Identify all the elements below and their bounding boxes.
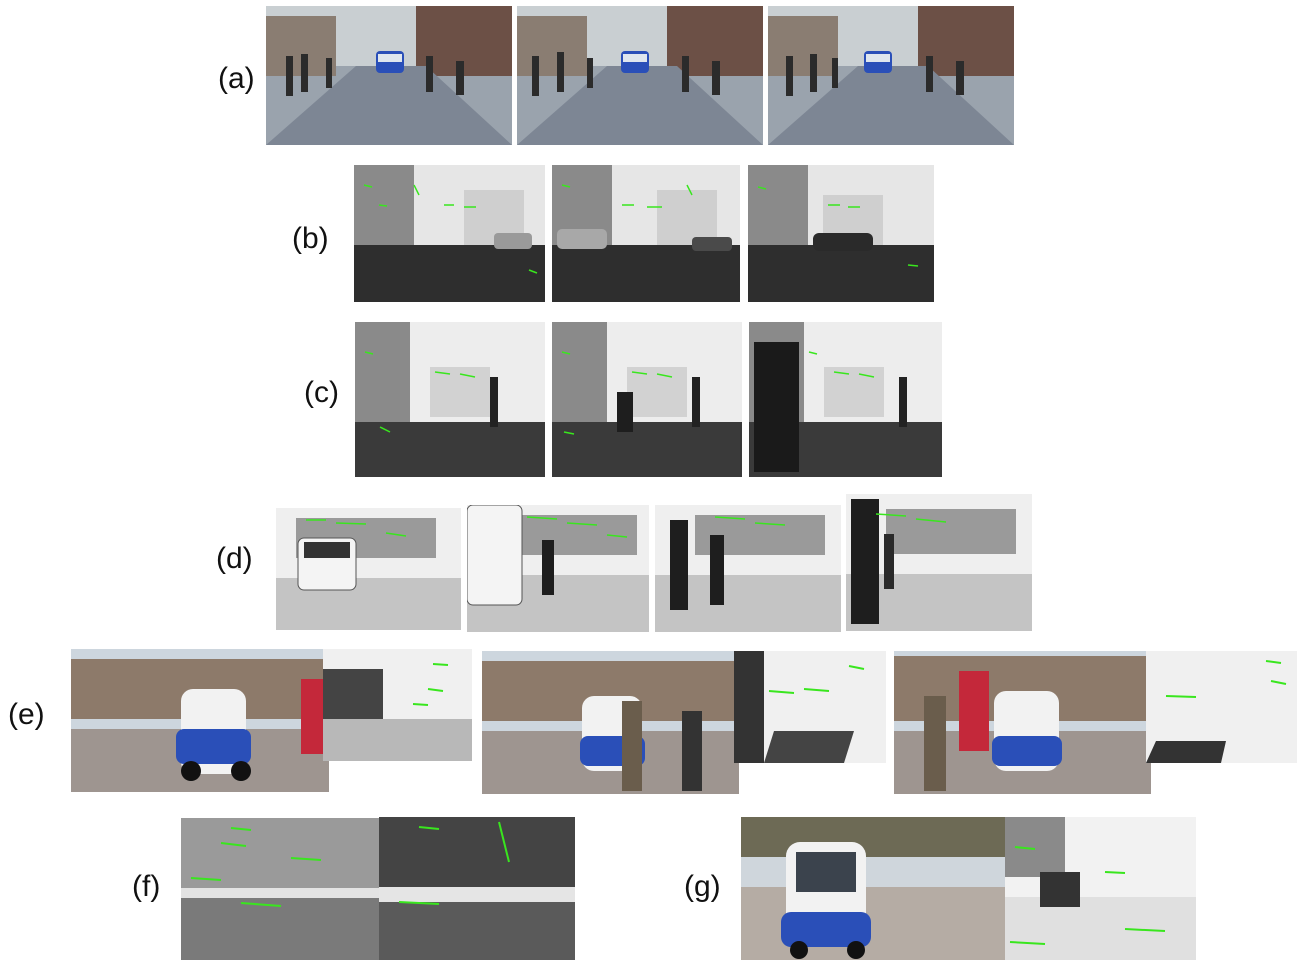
photo-d1 xyxy=(276,508,461,630)
photo-b3 xyxy=(748,165,934,302)
photo-d4 xyxy=(846,494,1032,631)
photo-f2 xyxy=(379,817,575,960)
photo-a1 xyxy=(266,6,512,145)
photo-c3 xyxy=(749,322,942,477)
row-label-c: (c) xyxy=(304,376,339,409)
row-label-a: (a) xyxy=(218,62,255,95)
row-label-f: (f) xyxy=(132,870,161,903)
row-label-g: (g) xyxy=(684,870,721,903)
photo-e3-grey xyxy=(1146,651,1297,763)
photo-e2-grey xyxy=(734,651,886,763)
photo-b1 xyxy=(354,165,545,302)
photo-c1 xyxy=(355,322,545,477)
photo-g1-color xyxy=(741,817,1006,960)
photo-e1-color xyxy=(71,649,329,792)
photo-f1 xyxy=(181,818,379,960)
photo-c2 xyxy=(552,322,742,477)
photo-e3-color xyxy=(894,651,1151,794)
row-label-b: (b) xyxy=(292,222,329,255)
photo-a2 xyxy=(517,6,763,145)
photo-e1-grey xyxy=(323,649,472,761)
photo-g1-grey xyxy=(1005,817,1196,960)
row-label-d: (d) xyxy=(216,542,253,575)
photo-b2 xyxy=(552,165,740,302)
photo-d2 xyxy=(467,505,649,632)
photo-a3 xyxy=(768,6,1014,145)
photo-e2-color xyxy=(482,651,739,794)
row-label-e: (e) xyxy=(8,698,45,731)
photo-d3 xyxy=(655,505,841,632)
